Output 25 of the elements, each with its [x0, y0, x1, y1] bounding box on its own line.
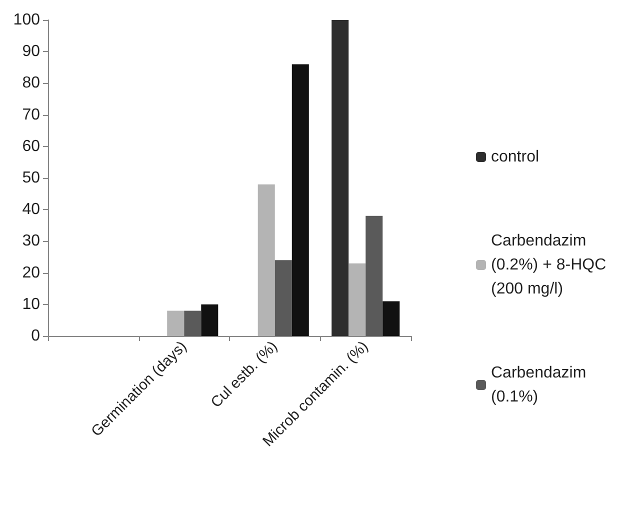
y-tick-label: 100 — [13, 12, 40, 28]
bar — [382, 301, 400, 336]
bar — [332, 20, 349, 336]
y-tick-label: 80 — [22, 74, 40, 92]
y-tick-label: 10 — [22, 296, 40, 313]
y-tick-label: 30 — [22, 232, 40, 250]
y-tick-label: 20 — [22, 264, 40, 282]
bar — [348, 263, 366, 336]
bar — [366, 216, 383, 336]
y-tick-label: 70 — [22, 106, 40, 124]
bar — [258, 184, 275, 336]
bar — [292, 64, 309, 336]
y-tick-label: 90 — [22, 43, 40, 60]
y-tick-label: 40 — [22, 201, 40, 218]
bar — [274, 260, 292, 336]
y-tick-label: 0 — [31, 328, 40, 344]
legend-label: Carbendazim (0.1%) — [491, 364, 591, 406]
legend-label: control — [491, 148, 540, 166]
y-tick-label: 60 — [22, 138, 40, 155]
bar — [167, 310, 184, 336]
x-tick-label: Cul estb. (%) — [208, 338, 281, 412]
y-tick-label: 50 — [22, 170, 40, 186]
bar — [201, 304, 218, 336]
bar — [184, 310, 202, 336]
legend-label: Carbendazim (0.2%) + 8-HQC (200 mg/l) — [491, 232, 611, 298]
